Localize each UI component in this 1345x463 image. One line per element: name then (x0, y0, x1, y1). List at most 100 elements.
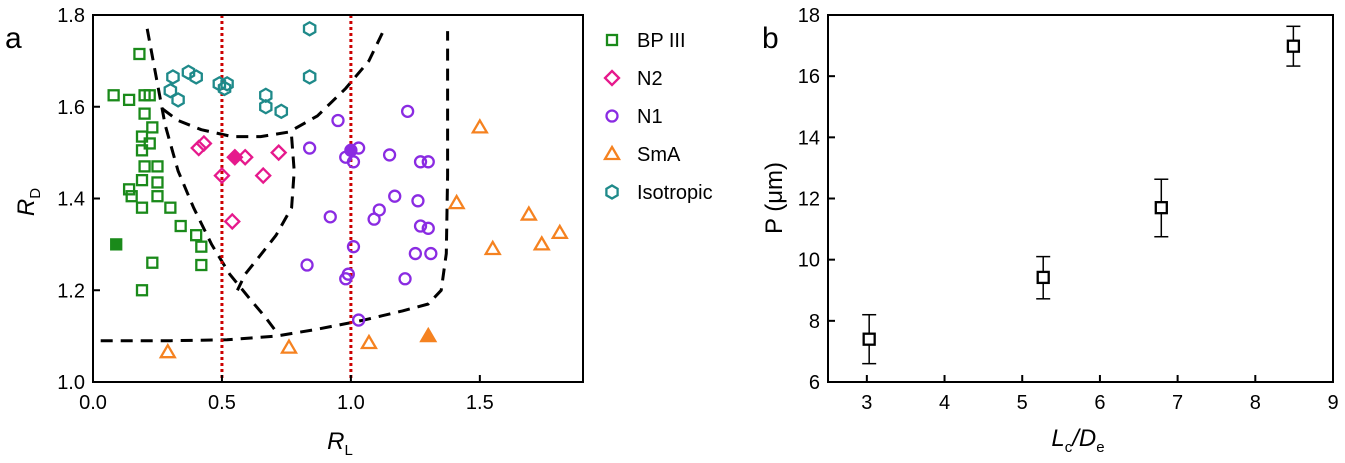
data-point-n1 (400, 104, 415, 118)
data-point-iso (189, 69, 203, 85)
y-tick-label-a: 1.4 (57, 189, 85, 211)
data-point-bp3 (164, 201, 177, 214)
data-point-iso (302, 20, 317, 37)
x-axis-label-b: Lc/De (1051, 425, 1104, 456)
y-tick-label-b: 18 (798, 5, 820, 27)
legend-label-iso: Isotropic (637, 182, 713, 204)
pitch-point (1286, 39, 1301, 53)
data-point-bp3 (135, 144, 149, 157)
data-point-n1 (398, 272, 412, 286)
x-axis-label-a: RL (327, 428, 353, 459)
x-tick-label-b: 6 (1094, 392, 1105, 414)
data-point-n1 (413, 155, 428, 169)
data-point-bp3 (135, 201, 149, 214)
x-tick-label-a: 0.0 (79, 392, 107, 414)
data-point-filled-n1 (344, 143, 358, 157)
data-point-bp3 (107, 89, 120, 102)
data-point-bp3 (122, 93, 136, 107)
plot-frame-a (92, 14, 584, 383)
phase-boundary-line (100, 31, 450, 343)
data-point-bp3 (190, 229, 203, 242)
data-point-bp3 (135, 284, 149, 297)
data-point-bp3 (174, 219, 187, 233)
data-point-bp3 (143, 137, 156, 150)
data-point-bp3 (146, 121, 159, 134)
y-tick-label-b: 12 (798, 189, 820, 211)
data-point-n1 (367, 212, 381, 226)
phase-boundary-line (236, 136, 296, 291)
data-point-bp3 (138, 160, 151, 173)
data-point-iso (166, 69, 180, 85)
axis-ticks-b: 3 4 5 6 7 8 9 6 8 10 12 14 16 18 (798, 5, 1339, 414)
y-tick-label-a: 1.0 (57, 372, 85, 394)
data-point-sma (359, 333, 378, 350)
x-tick-label-a: 1.0 (337, 392, 365, 414)
y-axis-label-a: RD (13, 188, 44, 216)
data-point-n1 (421, 221, 435, 235)
data-point-n1 (382, 148, 397, 162)
data-point-iso (181, 64, 196, 81)
data-point-n2 (223, 212, 241, 231)
x-tick-label-a: 0.5 (208, 392, 236, 414)
data-point-iso (163, 82, 178, 99)
data-point-bp3 (135, 173, 149, 187)
panel-a-label: a (5, 22, 22, 55)
legend-marker-iso (605, 184, 619, 200)
y-tick-label-a: 1.6 (57, 97, 85, 119)
data-point-sma (470, 118, 489, 134)
data-point-n1 (351, 313, 366, 327)
data-point-iso (302, 69, 317, 85)
data-point-sma (519, 205, 538, 221)
y-tick-label-a: 1.2 (57, 280, 85, 302)
data-point-iso (171, 92, 185, 108)
data-point-iso (259, 87, 273, 104)
data-point-n1 (323, 210, 337, 224)
data-point-filled-bp3 (110, 238, 123, 251)
data-point-n1 (300, 258, 314, 272)
data-point-iso (259, 98, 273, 115)
panel-b-label: b (762, 22, 779, 55)
y-tick-label-b: 16 (798, 66, 820, 88)
data-point-bp3 (143, 89, 156, 102)
data-point-iso (274, 103, 289, 120)
data-point-n1 (302, 141, 317, 155)
data-point-bp3 (122, 183, 136, 196)
axis-ticks-a: 0.0 0.5 1.0 1.5 1.0 1.2 1.4 1.6 1.8 (57, 5, 494, 414)
data-point-filled-n2 (226, 148, 244, 166)
legend-label-sma: SmA (637, 144, 681, 166)
data-point-sma (447, 193, 466, 210)
data-point-n1 (388, 189, 402, 203)
pitch-point (1154, 201, 1168, 215)
legend: BP III N2 N1 SmA Isotropic (602, 30, 713, 204)
y-tick-label-a: 1.8 (57, 5, 85, 27)
threshold-lines (220, 15, 353, 382)
y-axis-label-b: P (μm) (761, 162, 788, 234)
x-tick-label-a: 1.5 (466, 392, 494, 414)
data-point-bp3 (151, 160, 164, 173)
legend-marker-n2 (603, 69, 621, 87)
panel-a-chart: a 0.0 0.5 1.0 1.5 1.0 1.2 1.4 1.6 1.8 RL RD BP I… (5, 5, 713, 459)
data-point-bp3 (195, 258, 208, 272)
legend-marker-n1 (605, 109, 619, 123)
pitch-point (1036, 270, 1050, 285)
x-tick-label-b: 5 (1017, 392, 1028, 414)
x-tick-label-b: 7 (1172, 392, 1183, 414)
data-point-sma (158, 342, 177, 359)
data-point-n2 (270, 143, 288, 162)
data-point-bp3 (146, 256, 159, 269)
data-point-n1 (424, 246, 438, 261)
y-tick-label-b: 14 (798, 127, 820, 149)
data-point-bp3 (125, 190, 138, 203)
legend-label-n1: N1 (637, 106, 663, 128)
data-point-n2 (213, 166, 231, 185)
legend-marker-sma (602, 144, 622, 161)
legend-label-n2: N2 (637, 68, 663, 90)
x-tick-label-b: 3 (861, 392, 872, 414)
data-point-n2 (190, 139, 208, 157)
data-point-filled-sma (419, 326, 438, 343)
y-tick-label-b: 6 (809, 372, 820, 394)
data-point-n1 (339, 272, 353, 286)
data-point-bp3 (151, 176, 164, 189)
y-tick-label-b: 10 (798, 250, 820, 272)
data-point-n1 (421, 155, 435, 169)
